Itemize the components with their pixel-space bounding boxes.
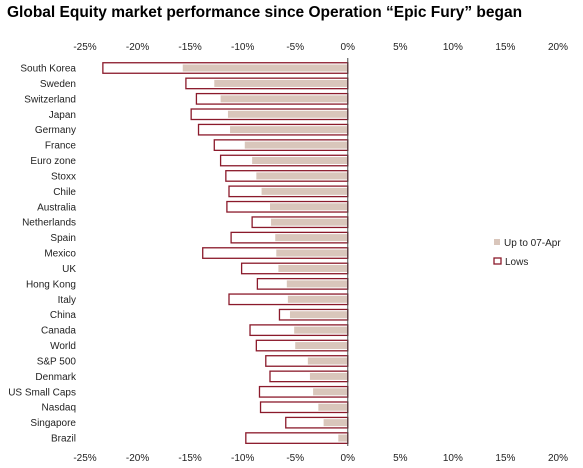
category-label: China (50, 310, 77, 321)
category-label: Nasdaq (42, 403, 76, 414)
top-tick-label: -20% (126, 42, 149, 53)
category-label: Chile (53, 187, 76, 198)
category-label: UK (62, 264, 76, 275)
category-label: Australia (37, 202, 76, 213)
bar-up-to-07-apr (323, 419, 348, 427)
top-tick-label: -5% (286, 42, 304, 53)
bar-up-to-07-apr (261, 187, 348, 195)
top-tick-label: 5% (393, 42, 408, 53)
bar-up-to-07-apr (294, 326, 348, 334)
category-label: Netherlands (22, 218, 76, 229)
bar-up-to-07-apr (309, 372, 348, 380)
category-label: Canada (41, 326, 76, 337)
bar-up-to-07-apr (276, 249, 348, 257)
category-label: US Small Caps (8, 387, 76, 398)
top-tick-label: 10% (443, 42, 463, 53)
bar-up-to-07-apr (286, 280, 348, 288)
bottom-tick-label: -25% (73, 453, 96, 464)
bar-up-to-07-apr (182, 64, 348, 72)
category-label: World (50, 341, 76, 352)
legend-swatch-lows (493, 257, 502, 265)
bottom-tick-label: -10% (231, 453, 254, 464)
bar-up-to-07-apr (269, 203, 348, 211)
top-tick-label: -15% (178, 42, 201, 53)
bottom-tick-label: 15% (495, 453, 515, 464)
bar-lows (245, 432, 349, 444)
bar-up-to-07-apr (278, 264, 348, 272)
bar-up-to-07-apr (275, 234, 348, 242)
bottom-tick-label: -20% (126, 453, 149, 464)
bar-up-to-07-apr (287, 295, 348, 303)
bar-up-to-07-apr (252, 157, 348, 165)
top-tick-label: 20% (548, 42, 568, 53)
category-label: France (45, 141, 77, 152)
bar-up-to-07-apr (313, 388, 348, 396)
category-label: Italy (58, 295, 76, 306)
category-label: Spain (50, 233, 76, 244)
bar-up-to-07-apr (230, 126, 348, 134)
category-label: Japan (49, 110, 76, 121)
bar-up-to-07-apr (227, 110, 348, 118)
bar-up-to-07-apr (295, 342, 348, 350)
category-label: Switzerland (24, 94, 76, 105)
category-label: S&P 500 (37, 356, 77, 367)
category-label: South Korea (20, 64, 76, 75)
category-label: Sweden (40, 79, 76, 90)
bottom-tick-label: 0% (341, 453, 356, 464)
bar-up-to-07-apr (289, 311, 348, 319)
category-label: Mexico (44, 249, 76, 260)
bar-up-to-07-apr (256, 172, 348, 180)
category-label: Euro zone (30, 156, 76, 167)
bottom-tick-label: -15% (178, 453, 201, 464)
up-to-07-apr-bars (182, 64, 348, 442)
category-label: Singapore (30, 418, 76, 429)
bar-up-to-07-apr (244, 141, 348, 149)
top-tick-label: -10% (231, 42, 254, 53)
category-label: Germany (35, 125, 76, 136)
bottom-tick-label: 20% (548, 453, 568, 464)
bar-up-to-07-apr (220, 95, 348, 103)
legend-swatch-up-to-07-apr (494, 239, 500, 245)
category-label: Brazil (51, 434, 76, 445)
bar-up-to-07-apr (338, 434, 348, 442)
bar-up-to-07-apr (307, 357, 348, 365)
category-labels: South Korea Sweden Switzerland Japan Germany… (8, 64, 77, 445)
bar-up-to-07-apr (271, 218, 348, 226)
bottom-tick-label: -5% (286, 453, 304, 464)
legend-label-lows: Lows (505, 257, 528, 268)
top-tick-label: 0% (341, 42, 356, 53)
bar-up-to-07-apr (214, 79, 348, 87)
category-label: Stoxx (51, 171, 76, 182)
top-axis-tick-labels: -25% -20% -15% -10% -5% 0% 5% 10% 15% 20% (73, 42, 568, 53)
bottom-tick-label: 5% (393, 453, 408, 464)
category-label: Denmark (35, 372, 77, 383)
legend-label-up-to-07-apr: Up to 07-Apr (504, 238, 561, 249)
chart-title: Global Equity market performance since O… (7, 4, 523, 21)
top-tick-label: -25% (73, 42, 96, 53)
top-tick-label: 15% (495, 42, 515, 53)
bottom-axis-tick-labels: -25% -20% -15% -10% -5% 0% 5% 10% 15% 20% (73, 453, 568, 464)
category-label: Hong Kong (26, 279, 76, 290)
legend: Up to 07-Apr Lows (493, 238, 561, 268)
bottom-tick-label: 10% (443, 453, 463, 464)
bar-up-to-07-apr (318, 403, 348, 411)
